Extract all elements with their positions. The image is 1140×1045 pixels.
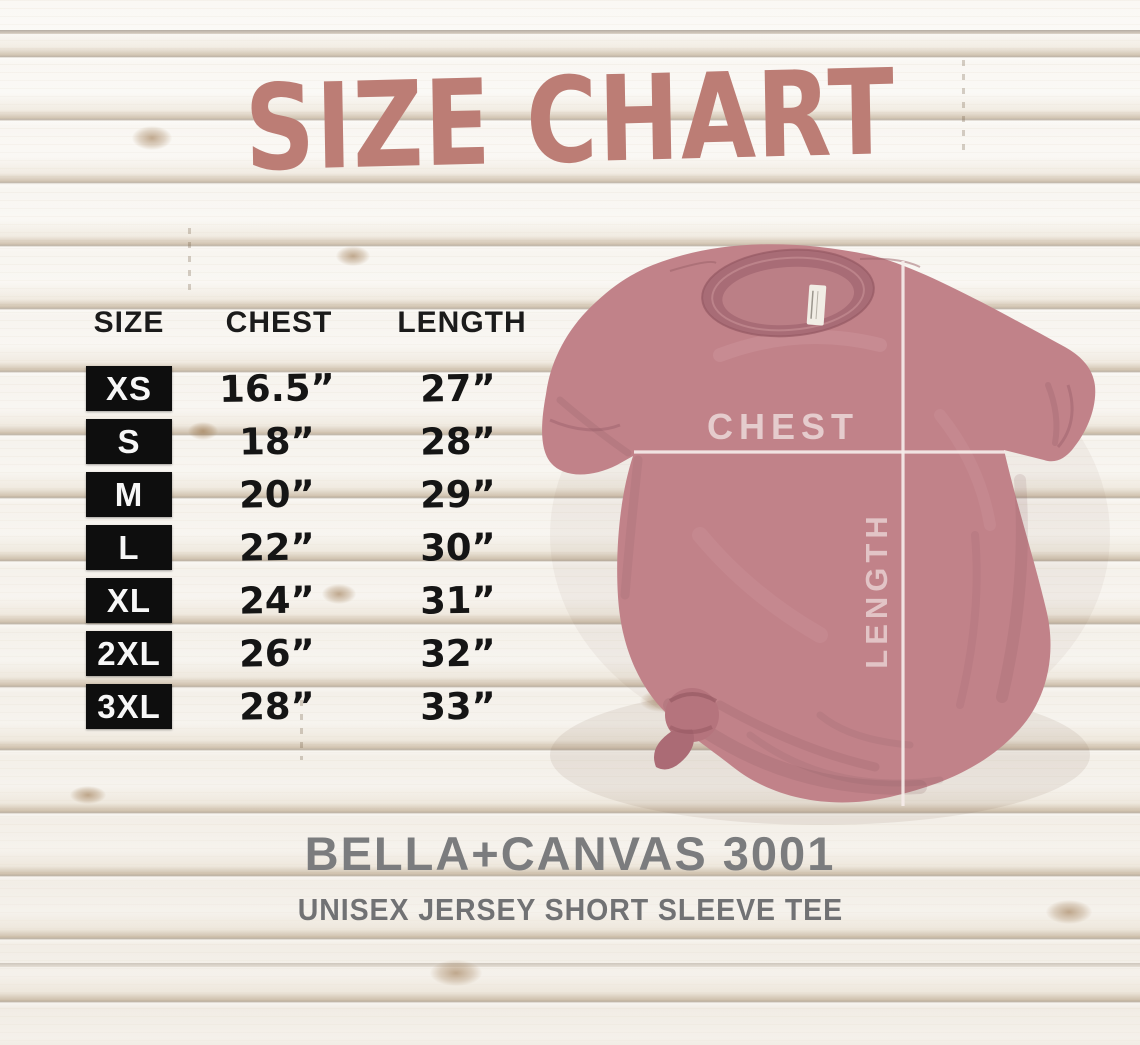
length-value: 33” (419, 684, 497, 729)
wood-knot (70, 786, 106, 804)
wood-knot (322, 584, 356, 604)
plank-seam (0, 963, 1140, 967)
length-value: 28” (419, 419, 497, 464)
neck-tag (806, 284, 827, 326)
tshirt-photo: CHEST LENGTH (542, 244, 1110, 825)
wood-crack (188, 228, 191, 298)
size-badge-label: 2XL (97, 634, 161, 672)
table-body: XS 16.5” 27” S 18” 28” M 20” 29” L 22” 3 (0, 366, 560, 729)
length-value: 31” (419, 578, 497, 623)
size-badge: S (86, 419, 172, 464)
product-subtitle-text: UNISEX JERSEY SHORT SLEEVE TEE (297, 892, 843, 927)
table-row: XL 24” 31” (0, 578, 560, 623)
size-badge: 3XL (86, 684, 172, 729)
size-badge-label: M (114, 475, 144, 513)
table-row: M 20” 29” (0, 472, 560, 517)
chest-value: 28” (238, 684, 316, 729)
wood-knot (336, 246, 370, 266)
table-row: XS 16.5” 27” (0, 366, 560, 411)
tshirt-body (542, 244, 1096, 803)
page-title: SIZE CHART (243, 43, 897, 198)
size-badge-label: S (117, 422, 141, 460)
chest-value: 16.5” (218, 365, 336, 412)
length-value: 27” (419, 366, 497, 411)
product-subtitle: UNISEX JERSEY SHORT SLEEVE TEE (0, 892, 1140, 928)
size-badge: M (86, 472, 172, 517)
length-value: 30” (419, 525, 497, 570)
size-badge-label: 3XL (97, 687, 161, 725)
header-size: SIZE (93, 306, 165, 339)
table-row: 2XL 26” 32” (0, 631, 560, 676)
length-value: 32” (419, 631, 497, 676)
hem-knot (654, 688, 719, 770)
wood-knot (1046, 900, 1092, 924)
size-badge: XS (86, 366, 172, 411)
table-row: L 22” 30” (0, 525, 560, 570)
brand-title: BELLA+CANVAS 3001 (304, 827, 836, 880)
size-badge-label: L (118, 528, 140, 566)
table-row: S 18” 28” (0, 419, 560, 464)
chest-value: 20” (238, 472, 316, 517)
size-badge: L (86, 525, 172, 570)
length-value: 29” (419, 472, 497, 517)
chest-value: 18” (238, 419, 316, 464)
chest-value: 24” (238, 578, 316, 623)
size-badge-label: XS (105, 369, 153, 407)
wood-knot (188, 422, 218, 440)
plank-seam (0, 30, 1140, 34)
wood-crack (300, 700, 303, 760)
length-measure-label: LENGTH (859, 511, 894, 668)
measurement-guides: CHEST LENGTH (634, 261, 1005, 806)
size-badge-label: XL (106, 581, 152, 619)
header-length: LENGTH (397, 306, 527, 339)
header-chest: CHEST (225, 306, 333, 339)
wood-crack (962, 60, 965, 150)
size-badge: 2XL (86, 631, 172, 676)
chest-value: 22” (238, 525, 316, 570)
wood-knot (132, 126, 172, 150)
size-badge: XL (86, 578, 172, 623)
wood-knot (430, 960, 482, 986)
chest-measure-label: CHEST (707, 406, 859, 447)
chest-value: 26” (238, 631, 316, 676)
table-row: 3XL 28” 33” (0, 684, 560, 729)
